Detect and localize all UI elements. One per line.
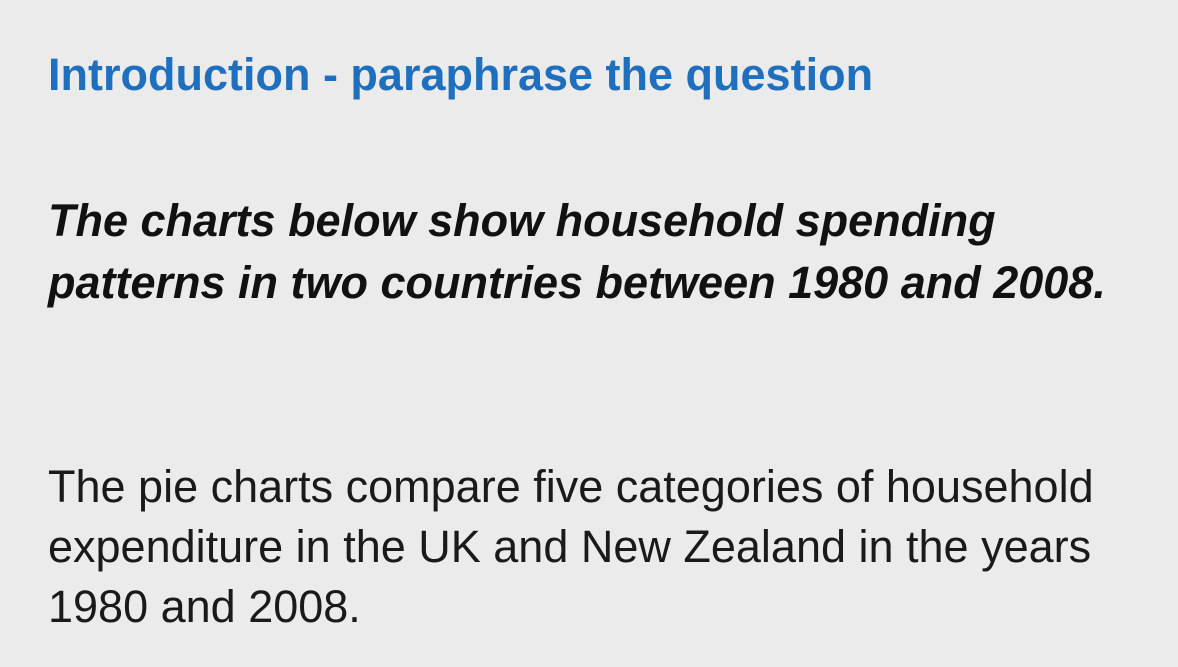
slide-heading: Introduction - paraphrase the question [48, 49, 874, 100]
paraphrase-text: The pie charts compare five categories o… [48, 461, 1094, 632]
question-text: The charts below show household spending… [48, 195, 1106, 308]
